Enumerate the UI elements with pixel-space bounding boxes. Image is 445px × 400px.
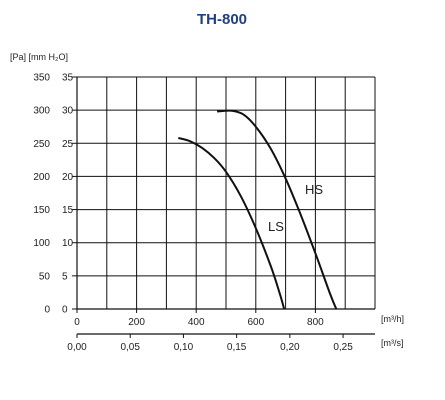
y-tick-label-pa: 150 — [33, 205, 50, 216]
x-tick-label-m3h: 200 — [128, 317, 145, 328]
y-tick-label-mm: 15 — [62, 205, 74, 216]
y-tick-label-pa: 300 — [33, 106, 50, 117]
curves: HS LS — [178, 109, 338, 310]
x-tick-label-m3h: 800 — [307, 317, 324, 328]
x-tick-label-m3s: 0,00 — [67, 342, 87, 353]
curve-ls — [178, 137, 286, 310]
x-tick-label-m3s: 0,05 — [120, 342, 140, 353]
y-tick-label-mm: 20 — [62, 172, 74, 183]
grid — [77, 76, 376, 309]
y-tick-label-pa: 350 — [33, 73, 50, 84]
x-tick-label-m3s: 0,15 — [227, 342, 247, 353]
x-tick-label-m3s: 0,10 — [174, 342, 194, 353]
y-tick-label-pa: 0 — [44, 305, 50, 316]
y-tick-label-mm: 5 — [62, 271, 68, 282]
curve-label-hs: HS — [305, 182, 323, 197]
x-tick-label-m3h: 600 — [247, 317, 264, 328]
curve-hs — [217, 109, 338, 310]
y-axis-unit-label: [Pa] [mm H₂O] — [10, 52, 68, 62]
y-tick-label-pa: 50 — [39, 271, 51, 282]
x-axis-bottom-unit-label: [m³/s] — [381, 338, 404, 348]
y-tick-label-mm: 35 — [62, 73, 74, 84]
y-tick-label-mm: 25 — [62, 139, 74, 150]
x-tick-label-m3s: 0,25 — [333, 342, 353, 353]
y-tick-label-mm: 0 — [62, 305, 68, 316]
curve-label-ls: LS — [268, 219, 284, 234]
x-tick-label-m3h: 0 — [74, 317, 80, 328]
x-axis-top-unit-label: [m³/h] — [381, 314, 404, 324]
y-tick-label-pa: 200 — [33, 172, 50, 183]
x-tick-label-m3s: 0,20 — [280, 342, 300, 353]
y-tick-label-pa: 250 — [33, 139, 50, 150]
axes — [72, 76, 375, 338]
y-tick-label-mm: 10 — [62, 238, 74, 249]
y-tick-label-pa: 100 — [33, 238, 50, 249]
y-tick-label-mm: 30 — [62, 106, 74, 117]
chart-title: TH-800 — [197, 11, 247, 28]
x-tick-label-m3h: 400 — [188, 317, 205, 328]
